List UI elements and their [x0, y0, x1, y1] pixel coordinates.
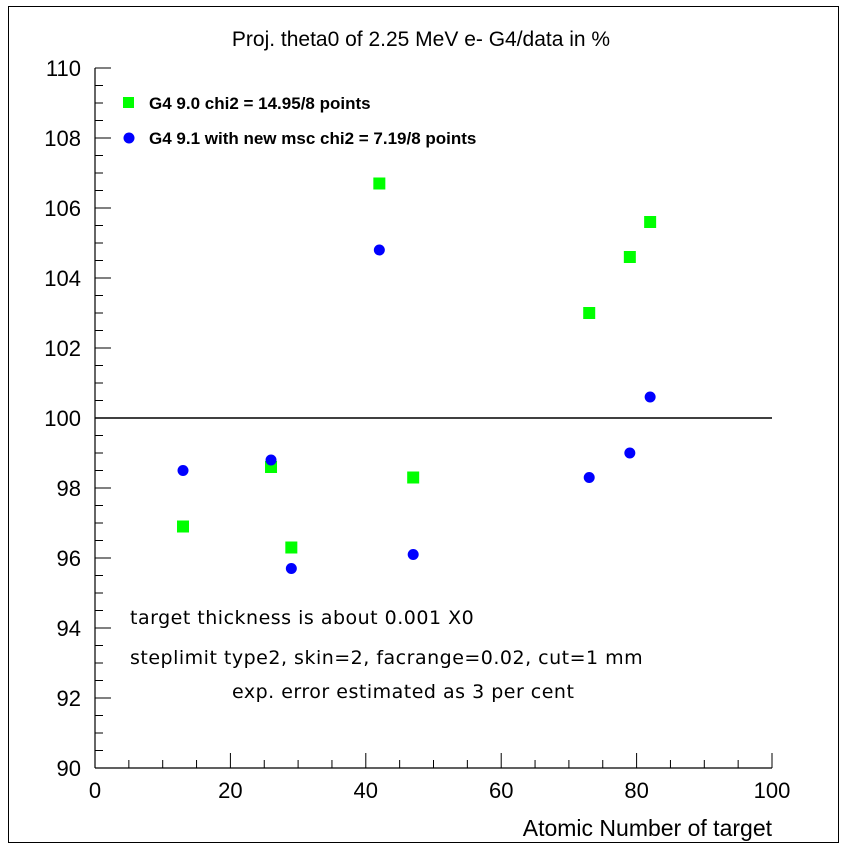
data-point-g4-9-0: [285, 541, 298, 554]
data-point-g4-9-1: [285, 563, 297, 574]
data-point-g4-9-1: [265, 454, 277, 466]
y-tick-label: 100: [44, 406, 81, 431]
data-point-g4-9-1: [373, 244, 385, 256]
y-tick-label: 94: [57, 616, 81, 641]
data-point-g4-9-0: [623, 251, 636, 263]
data-point-g4-9-0: [644, 216, 657, 228]
y-tick-label: 96: [57, 546, 81, 571]
y-tick-label: 90: [57, 756, 81, 781]
legend-label-g4-9-0: G4 9.0 chi2 = 14.95/8 points: [149, 94, 371, 113]
y-tick-label: 104: [44, 266, 81, 291]
data-point-g4-9-1: [644, 391, 656, 403]
y-tick-label: 106: [44, 196, 81, 221]
data-point-g4-9-0: [583, 307, 596, 319]
data-point-g4-9-1: [583, 472, 595, 483]
axis-ticks: 0 20 40 60 80 100 90 92 94 96 98 100 102 104 106 108 110: [44, 56, 790, 803]
annotation-exp-error: exp. error estimated as 3 per cent: [232, 681, 574, 703]
x-tick-label: 100: [754, 778, 791, 803]
x-tick-label: 20: [218, 778, 242, 803]
y-tick-label: 98: [57, 476, 81, 501]
y-tick-label: 108: [44, 126, 81, 151]
x-tick-label: 60: [489, 778, 513, 803]
chart-title: Proj. theta0 of 2.25 MeV e- G4/data in %: [232, 28, 610, 51]
legend-label-g4-9-1: G4 9.1 with new msc chi2 = 7.19/8 points: [149, 129, 476, 148]
data-points: [177, 177, 657, 574]
data-point-g4-9-0: [373, 177, 386, 190]
x-axis-title: Atomic Number of target: [523, 815, 773, 841]
x-tick-label: 80: [624, 778, 648, 803]
y-tick-label: 102: [44, 336, 81, 361]
legend-marker-g4-9-0: [123, 97, 134, 108]
annotation-steplimit: steplimit type2, skin=2, facrange=0.02, …: [130, 647, 643, 669]
x-tick-label: 0: [89, 778, 101, 803]
legend: G4 9.0 chi2 = 14.95/8 points G4 9.1 with…: [123, 94, 476, 148]
data-point-g4-9-0: [177, 520, 190, 533]
data-point-g4-9-1: [624, 447, 636, 459]
data-point-g4-9-1: [177, 465, 189, 476]
canvas-frame: [8, 6, 839, 843]
legend-marker-g4-9-1: [123, 132, 135, 144]
data-point-g4-9-0: [407, 471, 420, 484]
x-tick-label: 40: [354, 778, 378, 803]
annotation-thickness: target thickness is about 0.001 X0: [130, 607, 474, 629]
data-point-g4-9-1: [407, 549, 419, 560]
y-tick-label: 110: [46, 56, 81, 81]
y-tick-label: 92: [57, 686, 81, 711]
